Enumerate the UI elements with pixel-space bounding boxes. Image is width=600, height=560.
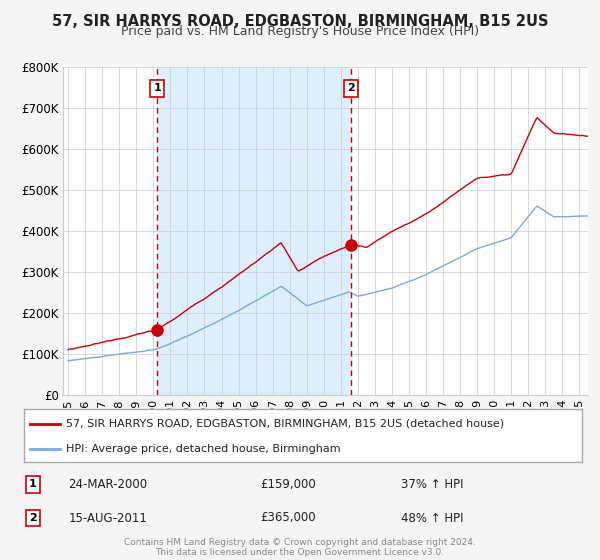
Text: HPI: Average price, detached house, Birmingham: HPI: Average price, detached house, Birm… [66,444,340,454]
Text: 1: 1 [29,479,37,489]
Text: £365,000: £365,000 [260,511,316,525]
Text: 57, SIR HARRYS ROAD, EDGBASTON, BIRMINGHAM, B15 2US: 57, SIR HARRYS ROAD, EDGBASTON, BIRMINGH… [52,14,548,29]
Text: Price paid vs. HM Land Registry's House Price Index (HPI): Price paid vs. HM Land Registry's House … [121,25,479,38]
Text: 24-MAR-2000: 24-MAR-2000 [68,478,148,491]
Text: £159,000: £159,000 [260,478,316,491]
Text: 2: 2 [347,83,355,94]
Text: 15-AUG-2011: 15-AUG-2011 [68,511,148,525]
Text: 48% ↑ HPI: 48% ↑ HPI [401,511,463,525]
Text: 2: 2 [29,513,37,523]
Text: 1: 1 [153,83,161,94]
Bar [157,67,352,395]
Text: Contains HM Land Registry data © Crown copyright and database right 2024.
This d: Contains HM Land Registry data © Crown c… [124,538,476,557]
Text: 37% ↑ HPI: 37% ↑ HPI [401,478,463,491]
Text: 57, SIR HARRYS ROAD, EDGBASTON, BIRMINGHAM, B15 2US (detached house): 57, SIR HARRYS ROAD, EDGBASTON, BIRMINGH… [66,419,504,429]
